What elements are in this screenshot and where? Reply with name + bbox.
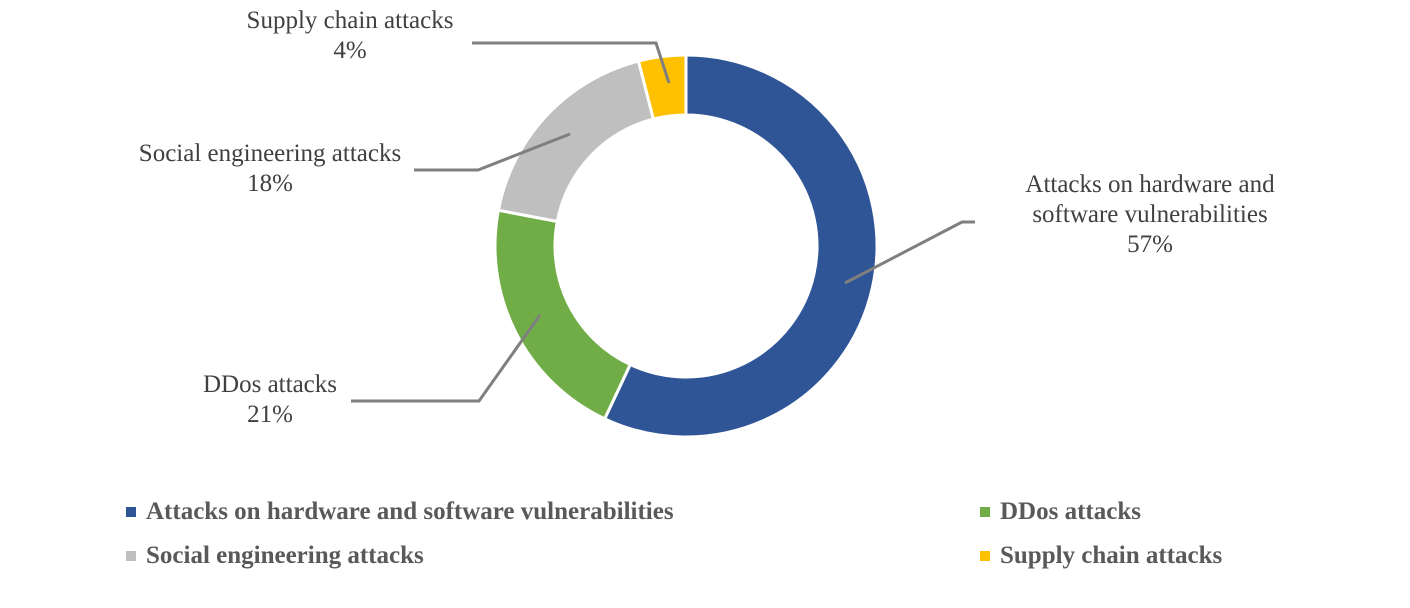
legend-item-social[interactable]: Social engineering attacks <box>126 542 424 570</box>
data-label-social-name: Social engineering attacks <box>138 140 402 167</box>
donut-slices <box>493 53 879 439</box>
leader-lines <box>351 41 975 403</box>
data-label-supply-name: Supply chain attacks <box>246 7 454 34</box>
donut-slice-social-engineering-attacks[interactable] <box>496 59 656 224</box>
leader-line-social <box>414 132 571 172</box>
legend-item-ddos[interactable]: DDos attacks <box>980 498 1141 526</box>
legend-label: Supply chain attacks <box>1000 542 1223 569</box>
legend-label: Social engineering attacks <box>146 542 424 569</box>
leader-line-ddos <box>351 314 542 403</box>
data-label-ddos: DDos attacks 21% <box>165 370 375 430</box>
legend-label: DDos attacks <box>1000 498 1141 525</box>
data-label-hardware-value: 57% <box>1127 231 1173 258</box>
data-label-supply: Supply chain attacks 4% <box>200 6 500 66</box>
legend-swatch-green <box>980 507 990 517</box>
data-label-hardware-line2: software vulnerabilities <box>1032 201 1268 228</box>
data-label-hardware: Attacks on hardware and software vulnera… <box>985 170 1315 260</box>
data-label-hardware-line1: Attacks on hardware and <box>1025 171 1275 198</box>
legend-swatch-gray <box>126 551 136 561</box>
donut-slice-attacks-on-hardware-and-software-vulnerabilities[interactable] <box>602 53 879 439</box>
data-label-ddos-name: DDos attacks <box>203 371 337 398</box>
data-label-supply-value: 4% <box>333 37 367 64</box>
legend-swatch-blue <box>126 507 136 517</box>
data-label-social: Social engineering attacks 18% <box>100 139 440 199</box>
legend-swatch-yellow <box>980 551 990 561</box>
donut-slice-supply-chain-attacks[interactable] <box>636 53 688 121</box>
legend-item-hardware[interactable]: Attacks on hardware and software vulnera… <box>126 498 674 526</box>
leader-line-hardware <box>844 220 975 285</box>
data-label-ddos-value: 21% <box>247 401 293 428</box>
leader-line-supply <box>472 41 671 84</box>
donut-slice-ddos-attacks[interactable] <box>493 208 633 421</box>
data-label-social-value: 18% <box>247 170 293 197</box>
legend-label: Attacks on hardware and software vulnera… <box>146 498 674 525</box>
legend-item-supply[interactable]: Supply chain attacks <box>980 542 1222 570</box>
